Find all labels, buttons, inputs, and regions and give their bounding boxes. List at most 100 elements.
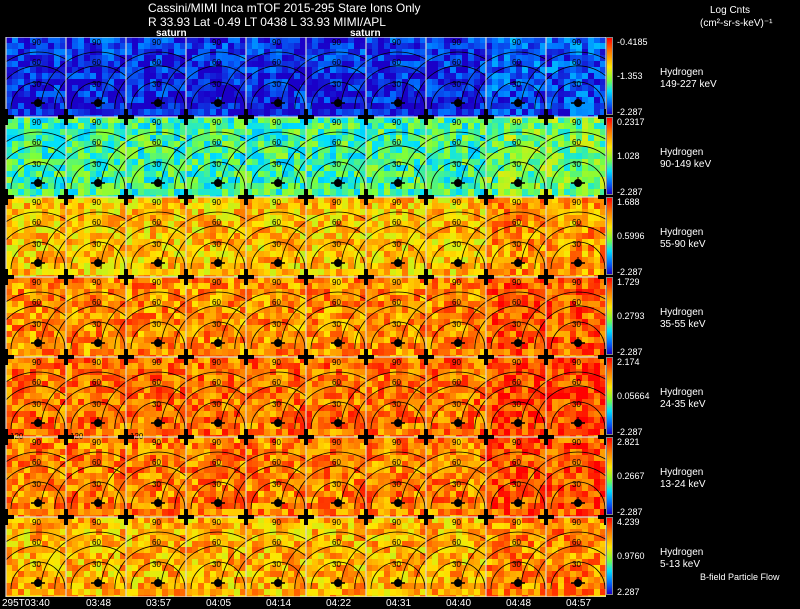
- cross-marker: [544, 269, 548, 285]
- ring-label: 30: [392, 560, 401, 569]
- ena-image-cell: 90 60 30: [340, 197, 456, 281]
- ring-label: 60: [152, 378, 161, 387]
- ring-label: 60: [392, 378, 401, 387]
- ena-image-cell: 90 60 30: [340, 37, 456, 121]
- ring-label: 60: [512, 538, 521, 547]
- ring-label: 60: [512, 458, 521, 467]
- ring-label: 30: [452, 480, 461, 489]
- ring-label: 30: [152, 560, 161, 569]
- time-tick-label: 04:57: [566, 598, 592, 609]
- ring-label: 90: [272, 118, 281, 127]
- ring-label: 90: [92, 438, 101, 447]
- plot-title: Cassini/MIMI Inca mTOF 2015-295 Stare Io…: [148, 1, 421, 15]
- ring-label: 30: [32, 400, 41, 409]
- ring-label: 60: [332, 538, 341, 547]
- ring-label: 90: [452, 358, 461, 367]
- saturn-label: saturn: [156, 28, 187, 39]
- ring-label: 60: [92, 58, 101, 67]
- ring-label: 90: [572, 118, 581, 127]
- cross-marker: [304, 349, 308, 365]
- cross-marker: [544, 349, 548, 365]
- ena-image-cell: 90 60 30: [520, 277, 606, 361]
- ring-label: 30: [452, 80, 461, 89]
- ring-label: 90: [272, 278, 281, 287]
- cross-marker: [364, 109, 368, 125]
- cross-marker: [484, 509, 488, 525]
- ring-label: 30: [392, 320, 401, 329]
- ena-image-cell: 90 60 30: [400, 517, 516, 597]
- cross-marker: [424, 189, 428, 205]
- ring-label: 30: [512, 400, 521, 409]
- cross-marker: [364, 429, 368, 445]
- colorbar-max: 0.2317: [617, 117, 645, 127]
- ring-label: 90: [512, 118, 521, 127]
- cross-marker: [4, 429, 8, 445]
- ring-label: 30: [572, 80, 581, 89]
- ena-image-cell: 90 60 30: [160, 517, 276, 597]
- cross-marker: [64, 109, 68, 125]
- ring-label: 30: [512, 160, 521, 169]
- ring-label: 30: [572, 160, 581, 169]
- colorbar-max: 1.729: [617, 277, 640, 287]
- ena-image-cell: 90 60 30: [400, 357, 516, 441]
- colorbar-min: -2.287: [617, 347, 643, 357]
- footer-note: B-field Particle Flow: [700, 572, 780, 582]
- ring-label: 90: [32, 38, 41, 47]
- cross-marker: [484, 109, 488, 125]
- ring-label: 90: [332, 38, 341, 47]
- energy-range: 149-227 keV: [660, 79, 717, 90]
- cross-marker: [4, 269, 8, 285]
- ring-label: 60: [32, 138, 41, 147]
- ring-label: 60: [452, 378, 461, 387]
- ring-label: 90: [92, 518, 101, 527]
- ring-label: 90: [572, 438, 581, 447]
- energy-range: 5-13 keV: [660, 559, 701, 570]
- cross-marker: [184, 269, 188, 285]
- ring-label: 30: [272, 160, 281, 169]
- ring-label: 30: [212, 480, 221, 489]
- energy-band-label: Hydrogen 90-149 keV: [660, 147, 711, 171]
- ring-label: 60: [332, 138, 341, 147]
- ena-image-cell: 90 60 30: [40, 37, 156, 121]
- ring-label: 90: [212, 278, 221, 287]
- colorbar: [606, 37, 613, 115]
- ring-label: 60: [392, 298, 401, 307]
- ring-label: 30: [272, 80, 281, 89]
- colorbar-mid: 0.9760: [617, 551, 645, 561]
- ring-label: 30: [452, 560, 461, 569]
- energy-range: 90-149 keV: [660, 159, 712, 170]
- ring-label: 30: [32, 160, 41, 169]
- ring-label: 60: [32, 458, 41, 467]
- ring-label: 90: [212, 518, 221, 527]
- cross-marker: [124, 429, 128, 445]
- ring-label: 60: [212, 58, 221, 67]
- ring-label: 60: [152, 218, 161, 227]
- cross-marker: [598, 435, 606, 439]
- ring-label: 30: [332, 400, 341, 409]
- ring-label: 90: [32, 118, 41, 127]
- ring-label: 90: [152, 278, 161, 287]
- ring-label: 90: [272, 438, 281, 447]
- cross-marker: [124, 109, 128, 125]
- cross-marker: [598, 195, 606, 199]
- colorbar: [606, 357, 613, 435]
- cross-marker: [124, 269, 128, 285]
- species-name: Hydrogen: [660, 307, 704, 318]
- ring-label: 60: [512, 138, 521, 147]
- ring-label: 30: [92, 160, 101, 169]
- ring-label: 30: [212, 400, 221, 409]
- ring-label: 60: [512, 378, 521, 387]
- ena-image-cell: 90 60 30: [460, 517, 576, 597]
- species-name: Hydrogen: [660, 387, 704, 398]
- species-name: Hydrogen: [660, 547, 704, 558]
- ring-label: 60: [272, 218, 281, 227]
- cross-marker: [604, 269, 606, 285]
- cross-marker: [304, 269, 308, 285]
- ena-image-cell: 90 60 30: [280, 117, 396, 201]
- ring-label: 60: [452, 538, 461, 547]
- ring-label: 90: [152, 358, 161, 367]
- ring-label: 60: [272, 138, 281, 147]
- ring-label: 60: [272, 538, 281, 547]
- time-tick-label: 04:22: [326, 598, 352, 609]
- ring-label: 60: [392, 58, 401, 67]
